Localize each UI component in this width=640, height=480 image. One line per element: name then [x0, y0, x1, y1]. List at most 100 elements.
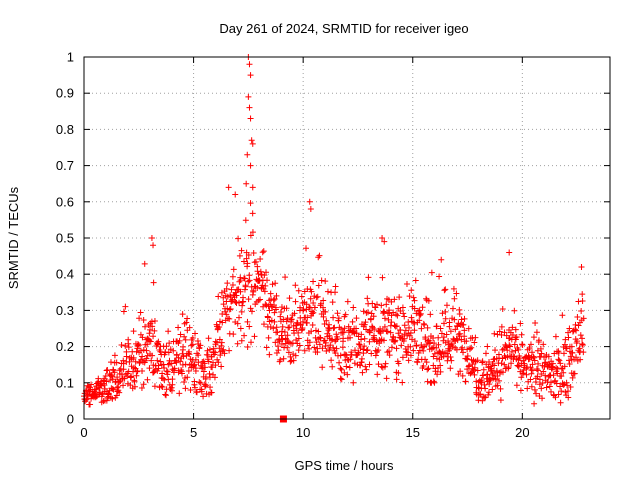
- data-point: [180, 353, 187, 360]
- data-point: [221, 350, 228, 357]
- data-point: [528, 383, 535, 390]
- data-point: [128, 373, 135, 380]
- data-point: [161, 376, 168, 383]
- data-point: [438, 330, 445, 337]
- data-point: [536, 376, 543, 383]
- data-point: [311, 304, 318, 311]
- data-point: [401, 322, 408, 329]
- data-point: [453, 346, 460, 353]
- data-point: [394, 312, 401, 319]
- data-point: [545, 353, 552, 360]
- data-point: [246, 323, 253, 330]
- data-point: [450, 285, 457, 292]
- data-point: [471, 364, 478, 371]
- data-point: [371, 326, 378, 333]
- data-point: [574, 314, 581, 321]
- data-point: [151, 317, 158, 324]
- data-point: [259, 249, 266, 256]
- data-point: [479, 358, 486, 365]
- data-point: [567, 383, 574, 390]
- data-point: [92, 389, 99, 396]
- data-point: [578, 308, 585, 315]
- chart-title: Day 261 of 2024, SRMTID for receiver ige…: [219, 21, 468, 36]
- data-point: [150, 242, 157, 249]
- data-point: [533, 390, 540, 397]
- data-point: [441, 287, 448, 294]
- data-point: [306, 339, 313, 346]
- data-point: [485, 391, 492, 398]
- data-point: [103, 397, 110, 404]
- data-point: [381, 238, 388, 245]
- data-point: [531, 386, 538, 393]
- data-point: [100, 380, 107, 387]
- data-point: [314, 349, 321, 356]
- data-point: [202, 382, 209, 389]
- data-point: [247, 72, 254, 79]
- data-point: [238, 308, 245, 315]
- data-point: [411, 338, 418, 345]
- data-point: [240, 298, 247, 305]
- data-point: [561, 363, 568, 370]
- data-point: [316, 252, 323, 259]
- data-point: [273, 349, 280, 356]
- data-point: [280, 316, 287, 323]
- data-point: [281, 328, 288, 335]
- data-point: [420, 362, 427, 369]
- data-point: [219, 319, 226, 326]
- data-point: [299, 326, 306, 333]
- data-point: [177, 331, 184, 338]
- data-point: [357, 362, 364, 369]
- data-point: [434, 371, 441, 378]
- data-point: [430, 378, 437, 385]
- data-point: [563, 345, 570, 352]
- data-point: [244, 151, 251, 158]
- data-point: [461, 315, 468, 322]
- data-point: [198, 388, 205, 395]
- data-point: [546, 383, 553, 390]
- data-point: [380, 327, 387, 334]
- data-point: [555, 391, 562, 398]
- data-point: [468, 344, 475, 351]
- data-point: [442, 308, 449, 315]
- data-point: [139, 353, 146, 360]
- data-point: [159, 375, 166, 382]
- data-point: [420, 347, 427, 354]
- data-point: [136, 315, 143, 322]
- data-point: [424, 366, 431, 373]
- grid-lines: [84, 57, 610, 419]
- data-point: [206, 346, 213, 353]
- data-point: [386, 348, 393, 355]
- data-point: [186, 324, 193, 331]
- data-point: [321, 321, 328, 328]
- data-point: [562, 389, 569, 396]
- data-point: [515, 346, 522, 353]
- data-point: [229, 273, 236, 280]
- data-point: [494, 373, 501, 380]
- data-point: [278, 308, 285, 315]
- data-point: [437, 349, 444, 356]
- data-point: [335, 315, 342, 322]
- data-point: [381, 363, 388, 370]
- data-point: [364, 295, 371, 302]
- data-point: [87, 401, 94, 408]
- data-point: [353, 325, 360, 332]
- data-point: [261, 288, 268, 295]
- data-point: [260, 248, 267, 255]
- data-point: [320, 297, 327, 304]
- data-point: [296, 342, 303, 349]
- data-point: [357, 345, 364, 352]
- data-point: [277, 356, 284, 363]
- data-point: [513, 334, 520, 341]
- data-point: [353, 315, 360, 322]
- data-point: [175, 324, 182, 331]
- data-point: [181, 333, 188, 340]
- data-point: [552, 333, 559, 340]
- data-point: [265, 334, 272, 341]
- data-point: [558, 365, 565, 372]
- data-point: [262, 301, 269, 308]
- data-point: [556, 357, 563, 364]
- data-point: [200, 393, 207, 400]
- y-tick-label: 0.5: [56, 231, 74, 246]
- data-point: [548, 379, 555, 386]
- data-point: [400, 310, 407, 317]
